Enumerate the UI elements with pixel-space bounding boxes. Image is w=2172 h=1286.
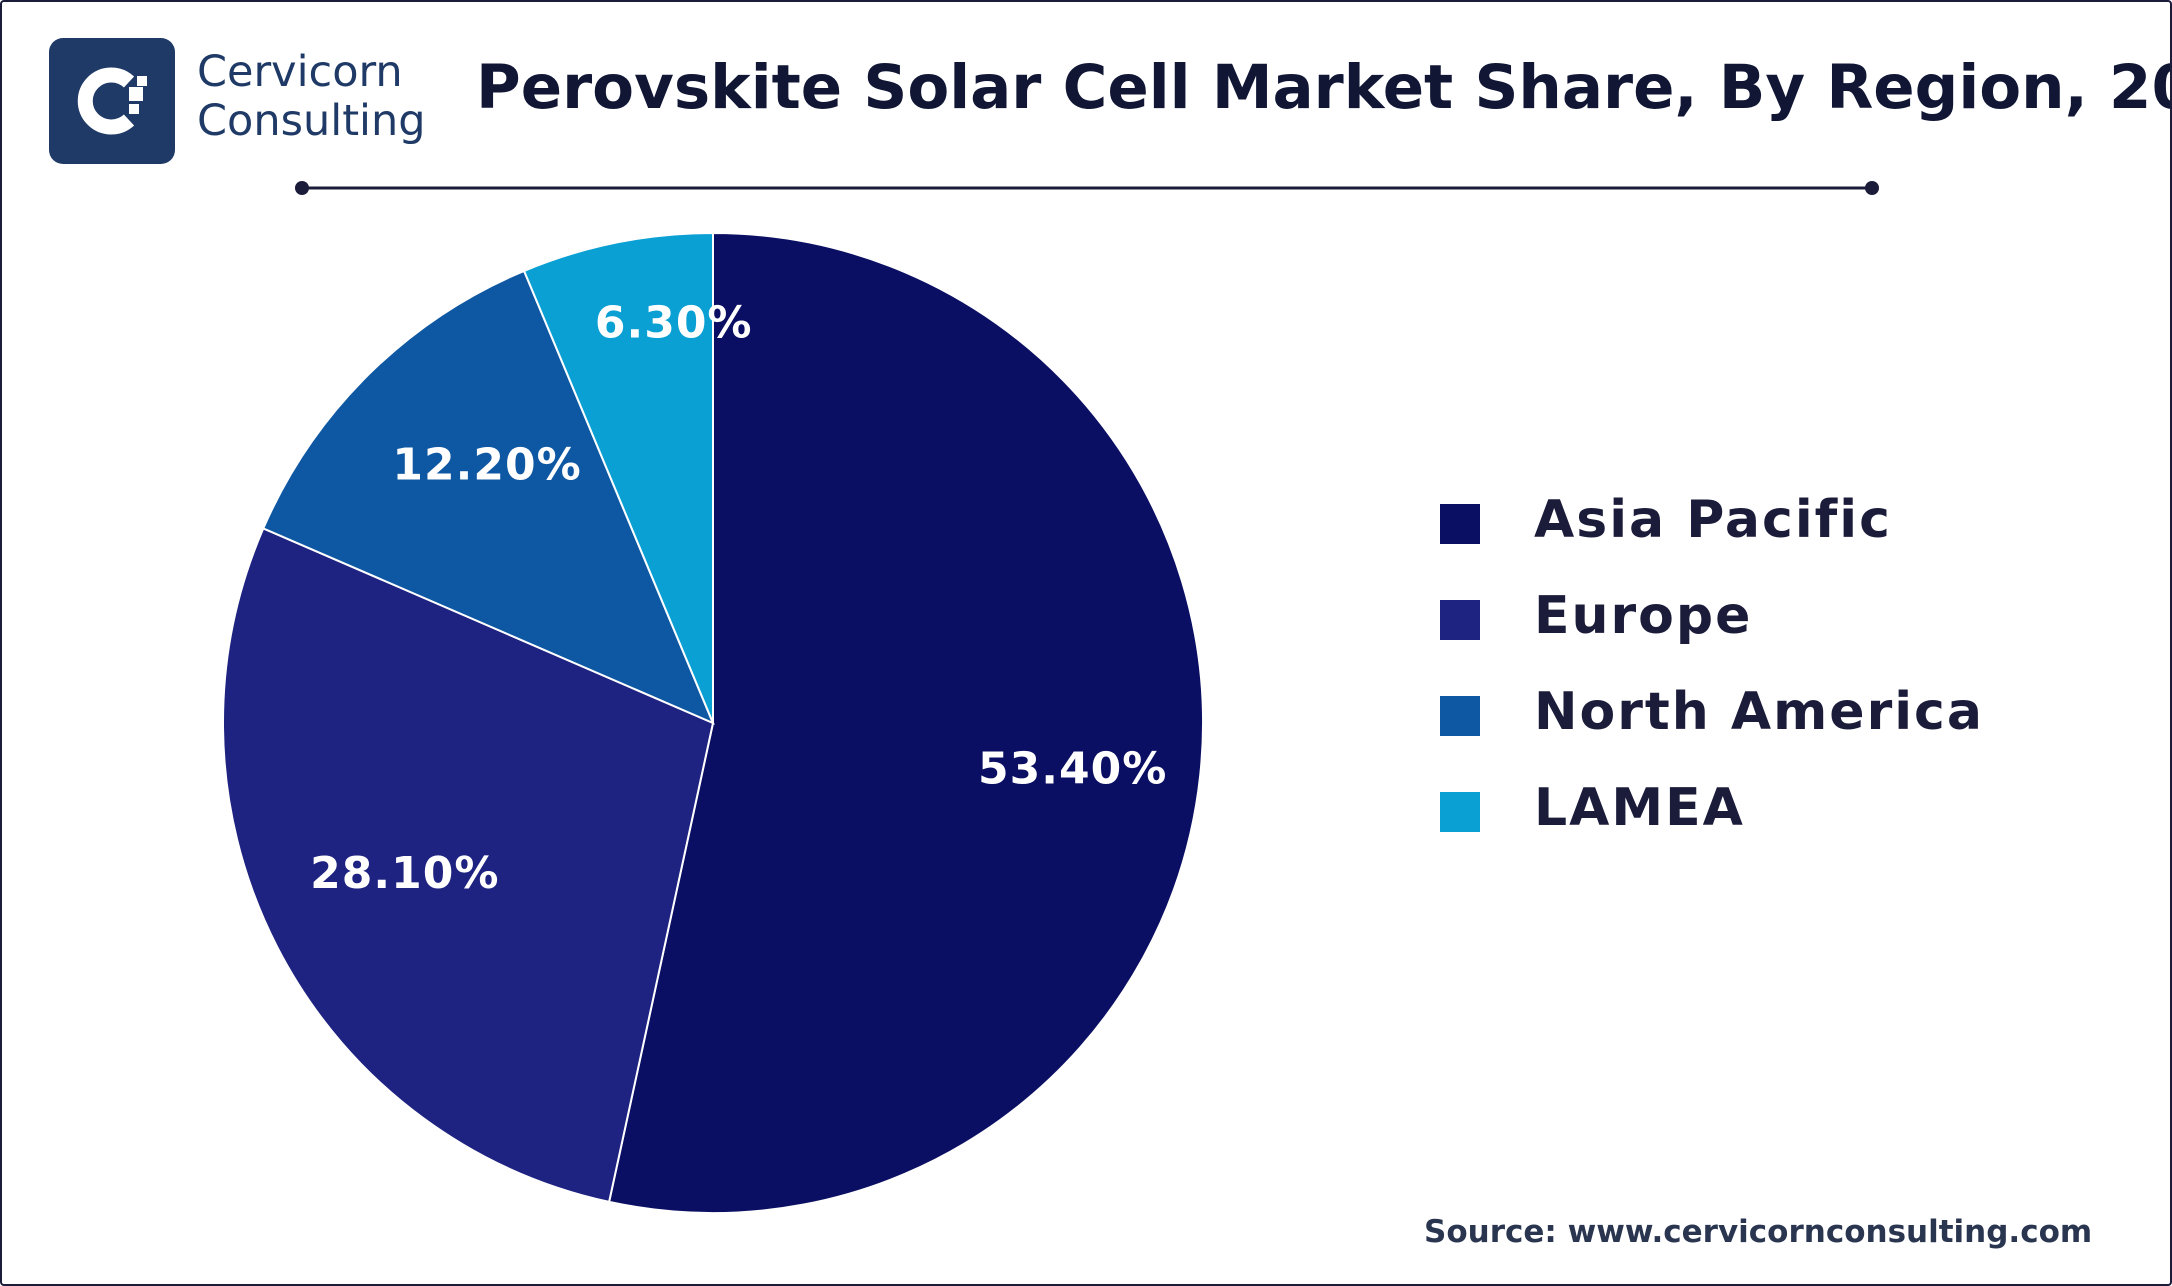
- brand-name-line2: Consulting: [197, 96, 426, 146]
- pie-label-europe: 28.10%: [310, 848, 499, 899]
- title-divider: [295, 181, 1879, 195]
- brand-name-line1: Cervicorn: [197, 47, 403, 97]
- logo-badge-icon: [49, 38, 175, 164]
- legend-label: Europe: [1534, 586, 1753, 646]
- legend-label: North America: [1534, 682, 1984, 742]
- legend-swatch: [1440, 696, 1480, 736]
- brand-name: Cervicorn Consulting: [197, 48, 426, 146]
- pie-slice-europe: [222, 527, 715, 1204]
- legend-label: Asia Pacific: [1534, 490, 1892, 550]
- pie-label-north-america: 12.20%: [392, 439, 581, 490]
- pie-label-asia-pacific: 53.40%: [978, 743, 1167, 794]
- legend-swatch: [1440, 504, 1480, 544]
- pie-label-lamea: 6.30%: [595, 298, 753, 349]
- legend-swatch: [1440, 792, 1480, 832]
- chart-title: Perovskite Solar Cell Market Share, By R…: [476, 52, 2170, 123]
- pie-slice-asia-pacific: [607, 231, 1205, 1214]
- pie-slice-lamea: [522, 231, 714, 724]
- brand-logo: Cervicorn Consulting: [49, 38, 449, 168]
- pie-slice-north-america: [261, 269, 715, 725]
- source-note: Source: www.cervicornconsulting.com: [1424, 1214, 2093, 1250]
- legend-swatch: [1440, 600, 1480, 640]
- legend-label: LAMEA: [1534, 778, 1745, 838]
